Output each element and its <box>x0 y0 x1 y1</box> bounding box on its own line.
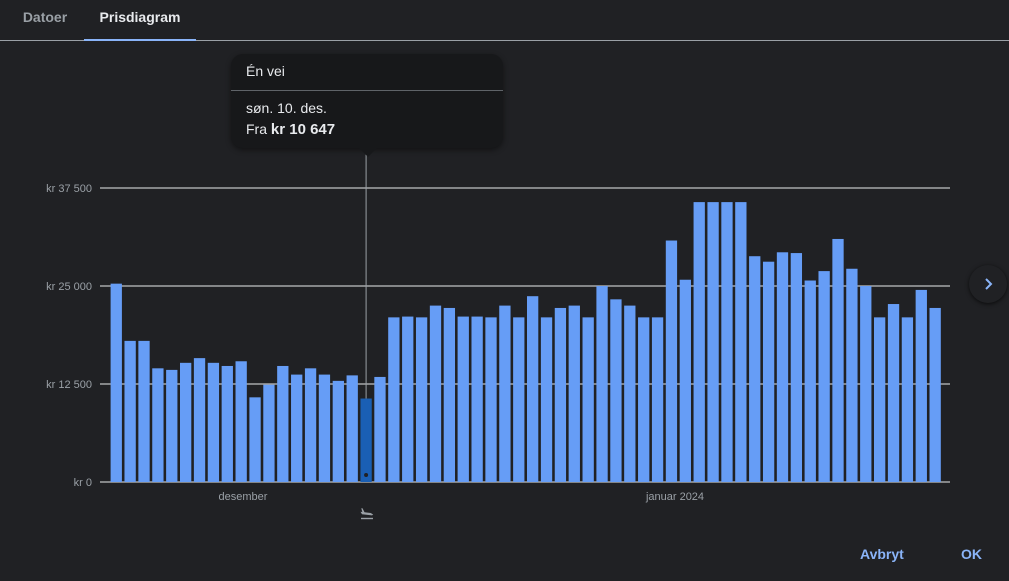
price-bar[interactable] <box>665 240 678 482</box>
tooltip-price: kr 10 647 <box>270 121 336 138</box>
price-bar[interactable] <box>762 261 775 482</box>
tooltip-title: Én vei <box>231 54 503 91</box>
price-bar[interactable] <box>304 368 317 482</box>
y-tick-label: kr 25 000 <box>46 281 92 293</box>
tooltip-date: søn. 10. des. <box>246 100 327 116</box>
price-bar[interactable] <box>485 317 497 482</box>
price-bar[interactable] <box>638 317 650 482</box>
price-bar[interactable] <box>804 280 816 482</box>
selected-price-bar[interactable] <box>360 398 372 482</box>
price-bar[interactable] <box>776 252 789 482</box>
tab-bar: Datoer Prisdiagram <box>0 0 1009 41</box>
price-bar[interactable] <box>318 374 331 482</box>
price-bar[interactable] <box>624 305 636 482</box>
price-bar[interactable] <box>679 279 691 482</box>
price-bar[interactable] <box>471 316 483 482</box>
price-bar[interactable] <box>790 253 803 482</box>
price-bar[interactable] <box>332 380 344 482</box>
ok-button[interactable]: OK <box>961 546 982 562</box>
price-bar[interactable] <box>527 296 539 482</box>
price-bar[interactable] <box>124 340 136 482</box>
price-bar[interactable] <box>374 376 386 482</box>
price-bar[interactable] <box>915 289 927 482</box>
price-bar[interactable] <box>846 268 858 482</box>
price-bar[interactable] <box>235 361 247 482</box>
price-bar[interactable] <box>457 316 469 482</box>
price-bar[interactable] <box>346 375 358 482</box>
x-axis-label: januar 2024 <box>645 491 704 503</box>
price-bar[interactable] <box>735 202 747 482</box>
price-bar[interactable] <box>152 368 164 482</box>
price-bar[interactable] <box>429 305 442 482</box>
plane-departure-icon <box>360 508 374 520</box>
price-bar[interactable] <box>402 316 414 482</box>
price-bar[interactable] <box>443 307 456 482</box>
tab-dates[interactable]: Datoer <box>22 9 68 25</box>
price-bar[interactable] <box>166 369 178 482</box>
price-bar[interactable] <box>929 307 941 482</box>
y-tick-label: kr 0 <box>74 477 92 489</box>
price-bar[interactable] <box>693 202 705 482</box>
y-tick-label: kr 37 500 <box>46 183 92 195</box>
price-bar[interactable] <box>221 365 233 482</box>
price-bar[interactable] <box>540 317 553 482</box>
price-bar[interactable] <box>707 202 719 482</box>
price-bar[interactable] <box>415 317 428 482</box>
price-bar[interactable] <box>193 358 206 482</box>
price-bar[interactable] <box>651 317 664 482</box>
price-bar[interactable] <box>291 374 303 482</box>
price-bar[interactable] <box>610 299 622 482</box>
price-bar[interactable] <box>249 397 261 482</box>
price-bar[interactable] <box>874 317 886 482</box>
next-page-button[interactable] <box>969 265 1007 303</box>
price-bar[interactable] <box>887 304 900 482</box>
price-bar[interactable] <box>721 202 733 482</box>
price-bar[interactable] <box>582 317 594 482</box>
cancel-button[interactable]: Avbryt <box>860 546 904 562</box>
price-bar[interactable] <box>818 271 830 482</box>
price-bar[interactable] <box>749 256 761 482</box>
y-tick-label: kr 12 500 <box>46 379 92 391</box>
price-bar[interactable] <box>554 307 567 482</box>
tab-price-chart[interactable]: Prisdiagram <box>84 0 196 41</box>
price-bar[interactable] <box>568 305 580 482</box>
price-bar[interactable] <box>277 365 289 482</box>
x-axis-label: desember <box>219 491 268 503</box>
price-bar[interactable] <box>901 317 914 482</box>
price-bar[interactable] <box>138 340 150 482</box>
price-bar[interactable] <box>207 362 220 482</box>
price-bar[interactable] <box>110 283 122 482</box>
price-bar[interactable] <box>513 317 525 482</box>
tooltip-price-prefix: Fra <box>246 121 267 137</box>
selected-bar-dot <box>364 473 369 477</box>
chevron-right-icon <box>985 278 993 290</box>
price-bar[interactable] <box>860 286 872 482</box>
price-bar[interactable] <box>388 317 400 482</box>
price-bar[interactable] <box>832 238 844 482</box>
tooltip-price-line: Fra kr 10 647 <box>246 121 335 138</box>
price-bar[interactable] <box>596 286 608 482</box>
price-tooltip: Én vei søn. 10. des. Fra kr 10 647 <box>231 54 503 157</box>
price-bar[interactable] <box>180 362 192 482</box>
price-bar[interactable] <box>499 305 511 482</box>
price-bar[interactable] <box>263 384 275 482</box>
